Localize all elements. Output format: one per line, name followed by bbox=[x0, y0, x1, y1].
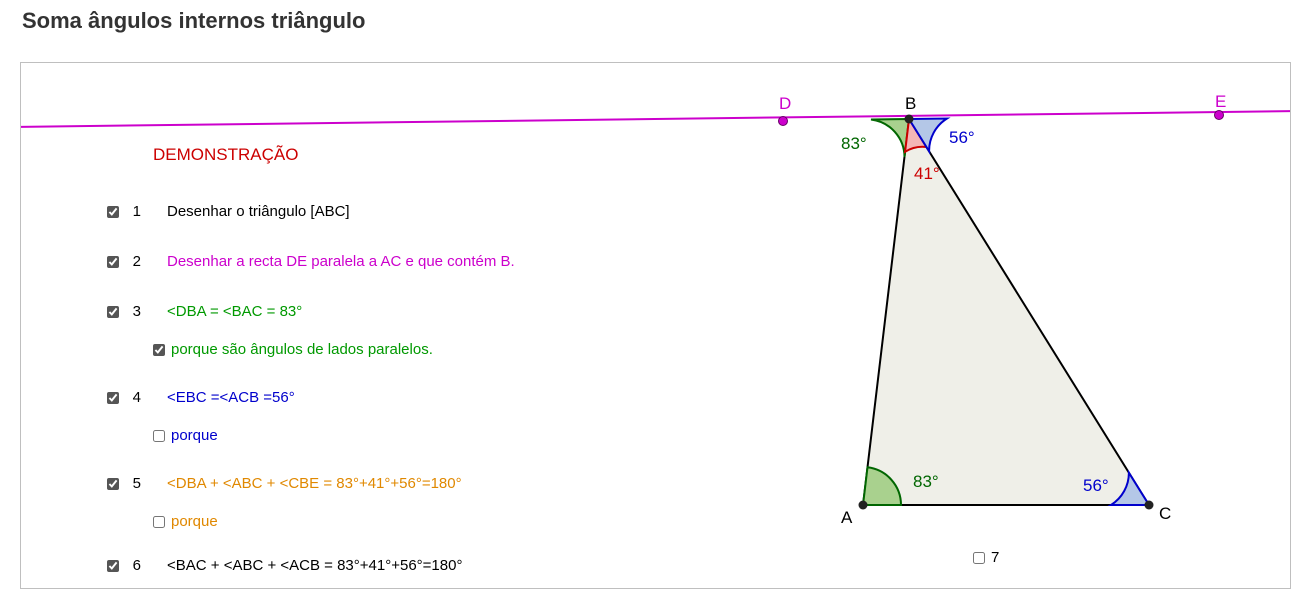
step-2-text: Desenhar a recta DE paralela a AC e que … bbox=[167, 253, 515, 270]
angle-arc-dba bbox=[871, 119, 909, 157]
step-6: 6 <BAC + <ABC + <ACB = 83°+41°+56°=180° bbox=[107, 557, 462, 574]
label-angle-abc: 41° bbox=[914, 164, 940, 183]
geometry-canvas: D B E A C 83° 56° 41° 83° 56° bbox=[21, 63, 1290, 588]
step-2-num: 2 bbox=[127, 253, 141, 270]
label-C: C bbox=[1159, 504, 1171, 523]
triangle-ABC bbox=[863, 119, 1149, 505]
step-3-reason-checkbox[interactable] bbox=[153, 344, 165, 356]
step-2-checkbox[interactable] bbox=[107, 256, 119, 268]
step-3-checkbox[interactable] bbox=[107, 306, 119, 318]
label-D: D bbox=[779, 94, 791, 113]
step-5-reason-text: porque bbox=[171, 513, 218, 530]
step-2: 2 Desenhar a recta DE paralela a AC e qu… bbox=[107, 253, 515, 270]
step-1-text: Desenhar o triângulo [ABC] bbox=[167, 203, 350, 220]
label-angle-dba: 83° bbox=[841, 134, 867, 153]
step-5-checkbox[interactable] bbox=[107, 478, 119, 490]
step-4-checkbox[interactable] bbox=[107, 392, 119, 404]
label-E: E bbox=[1215, 92, 1226, 111]
step-3-num: 3 bbox=[127, 303, 141, 320]
step-6-num: 6 bbox=[127, 557, 141, 574]
step-4-text: <EBC =<ACB =56° bbox=[167, 389, 295, 406]
label-angle-bac: 83° bbox=[913, 472, 939, 491]
step-3-reason-text: porque são ângulos de lados paralelos. bbox=[171, 341, 433, 358]
step-4: 4 <EBC =<ACB =56° bbox=[107, 389, 295, 406]
point-E[interactable] bbox=[1215, 111, 1224, 120]
label-B: B bbox=[905, 94, 916, 113]
label-A: A bbox=[841, 508, 853, 527]
step-7: 7 bbox=[973, 549, 999, 566]
step-1: 1 Desenhar o triângulo [ABC] bbox=[107, 203, 350, 220]
point-D[interactable] bbox=[779, 117, 788, 126]
step-6-text: <BAC + <ABC + <ACB = 83°+41°+56°=180° bbox=[167, 557, 462, 574]
step-3: 3 <DBA = <BAC = 83° bbox=[107, 303, 302, 320]
step-7-num: 7 bbox=[991, 549, 999, 566]
step-3-reason: porque são ângulos de lados paralelos. bbox=[153, 341, 433, 358]
page-title: Soma ângulos internos triângulo bbox=[22, 8, 365, 34]
line-DE bbox=[21, 111, 1290, 127]
step-5-reason: porque bbox=[153, 513, 218, 530]
label-angle-ebc: 56° bbox=[949, 128, 975, 147]
label-angle-acb: 56° bbox=[1083, 476, 1109, 495]
step-4-reason-checkbox[interactable] bbox=[153, 430, 165, 442]
point-B[interactable] bbox=[905, 115, 914, 124]
step-5-num: 5 bbox=[127, 475, 141, 492]
step-7-checkbox[interactable] bbox=[973, 552, 985, 564]
step-5: 5 <DBA + <ABC + <CBE = 83°+41°+56°=180° bbox=[107, 475, 462, 492]
point-C[interactable] bbox=[1145, 501, 1154, 510]
step-4-reason: porque bbox=[153, 427, 218, 444]
steps-heading: DEMONSTRAÇÃO bbox=[153, 145, 298, 165]
step-4-num: 4 bbox=[127, 389, 141, 406]
step-5-text: <DBA + <ABC + <CBE = 83°+41°+56°=180° bbox=[167, 475, 462, 492]
point-A[interactable] bbox=[859, 501, 868, 510]
step-5-reason-checkbox[interactable] bbox=[153, 516, 165, 528]
applet-frame: D B E A C 83° 56° 41° 83° 56° DEMONSTRAÇ… bbox=[20, 62, 1291, 589]
step-1-checkbox[interactable] bbox=[107, 206, 119, 218]
step-3-text: <DBA = <BAC = 83° bbox=[167, 303, 302, 320]
step-1-num: 1 bbox=[127, 203, 141, 220]
step-4-reason-text: porque bbox=[171, 427, 218, 444]
step-6-checkbox[interactable] bbox=[107, 560, 119, 572]
